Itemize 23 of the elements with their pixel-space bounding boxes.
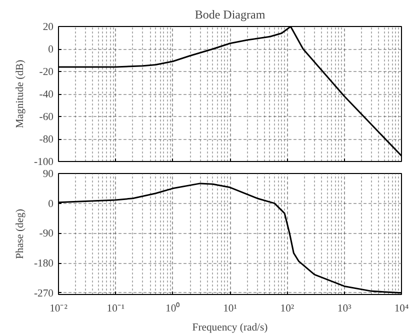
y-axis-title: Phase (deg) [14,208,26,260]
y-axis-title: Magnitude (dB) [14,59,26,128]
y-tick-label: -90 [39,228,54,240]
x-axis-title: Frequency (rad/s) [192,322,268,334]
y-tick-label: -20 [39,67,54,78]
y-tick-label: -180 [34,258,54,270]
x-tick-label: 10⁰ [166,302,180,314]
x-tick-label: 10² [280,304,294,314]
y-tick-label: -100 [34,157,54,168]
x-tick-label: 10⁴ [394,304,409,314]
y-tick-label: 90 [42,169,54,180]
x-tick-label: 10⁻¹ [106,304,125,314]
x-tick-label: 10³ [337,304,352,314]
chart-title: Bode Diagram [194,8,266,22]
x-tick-label: 10⁻² [50,304,68,314]
x-tick-label: 10¹ [223,304,237,314]
y-tick-label: -60 [39,112,54,123]
y-tick-label: 20 [42,22,54,33]
y-tick-label: -270 [34,288,54,300]
y-tick-label: 0 [48,44,54,56]
y-tick-label: -80 [39,134,54,146]
y-tick-label: 0 [48,198,54,210]
y-tick-label: -40 [39,90,54,100]
